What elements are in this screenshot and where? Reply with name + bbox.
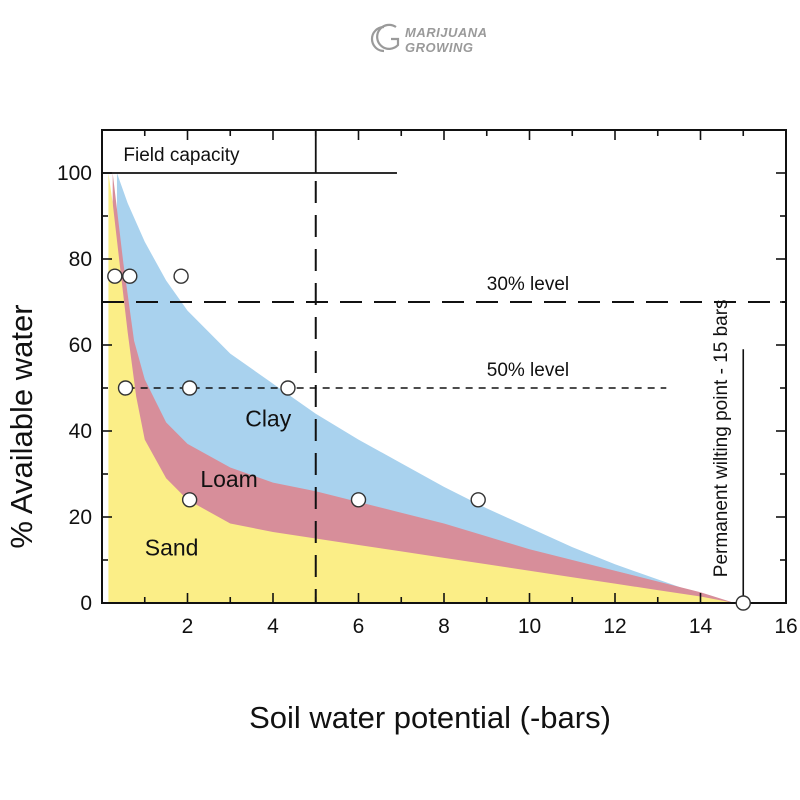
cg-logo-icon: [370, 23, 400, 53]
axis-tick-labels: 2 4 6 8 10 12 14 16 0 20 40 60 80 100: [57, 162, 798, 638]
y-axis-title: % Available water: [4, 304, 39, 548]
data-marker: [122, 268, 138, 284]
sand-label: Sand: [145, 535, 199, 561]
y-tick-label: 100: [57, 162, 92, 185]
x-tick-label: 12: [603, 615, 626, 638]
data-marker: [173, 268, 189, 284]
fifty-percent-label: 50% level: [487, 360, 569, 381]
data-marker: [181, 492, 198, 508]
y-tick-label: 40: [69, 420, 92, 443]
data-marker: [350, 492, 367, 508]
data-marker: [470, 492, 486, 508]
data-marker: [117, 380, 134, 396]
x-tick-label: 14: [689, 615, 713, 638]
y-tick-label: 80: [69, 248, 92, 271]
logo-text-line2: GROWING: [405, 40, 474, 55]
data-marker: [107, 268, 123, 284]
y-tick-label: 60: [69, 334, 92, 357]
x-tick-label: 10: [518, 615, 541, 638]
x-tick-label: 4: [267, 615, 279, 638]
thirty-percent-label: 30% level: [487, 274, 569, 295]
x-tick-label: 8: [438, 615, 450, 638]
x-tick-label: 16: [774, 615, 797, 638]
x-tick-label: 6: [353, 615, 365, 638]
field-capacity-label: Field capacity: [123, 145, 240, 166]
logo-text-line1: MARIJUANA: [405, 25, 488, 40]
data-markers: [107, 268, 751, 611]
axis-ticks: [102, 130, 786, 603]
sand-area: [108, 173, 735, 603]
clay-label: Clay: [245, 406, 292, 432]
y-tick-label: 0: [80, 592, 92, 615]
logo: MARIJUANA GROWING: [370, 23, 488, 55]
y-tick-label: 20: [69, 506, 92, 529]
data-marker: [280, 380, 296, 396]
loam-label: Loam: [200, 466, 258, 492]
data-marker: [735, 595, 751, 611]
x-axis-title: Soil water potential (-bars): [249, 700, 611, 735]
permanent-wilting-point-label: Permanent wilting point - 15 bars: [711, 299, 732, 577]
loam-area: [112, 173, 735, 603]
data-marker: [181, 380, 198, 396]
x-tick-label: 2: [182, 615, 194, 638]
